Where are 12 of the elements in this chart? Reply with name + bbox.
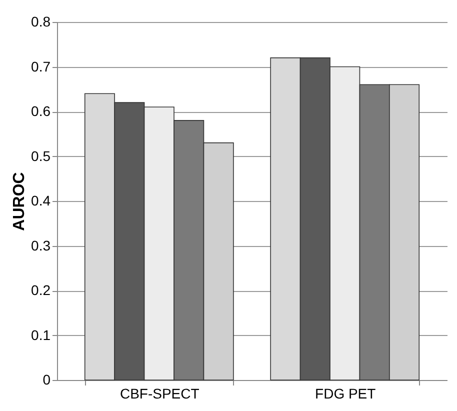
y-tick-label: 0 — [42, 372, 51, 388]
x-tick-label: FDG PET — [315, 386, 376, 402]
y-tick-label: 0.8 — [31, 14, 51, 30]
y-tick-label: 0.4 — [31, 192, 51, 208]
x-tick-label: CBF-SPECT — [120, 386, 200, 402]
y-tick-label: 0.7 — [31, 58, 51, 74]
y-tick-label: 0.5 — [31, 148, 51, 164]
y-tick-label: 0.2 — [31, 282, 51, 298]
y-axis-title: AUROC — [11, 172, 28, 231]
y-tick-label: 0.3 — [31, 237, 51, 254]
y-tick-label: 0.6 — [31, 103, 51, 119]
y-tick-label: 0.1 — [31, 326, 51, 343]
